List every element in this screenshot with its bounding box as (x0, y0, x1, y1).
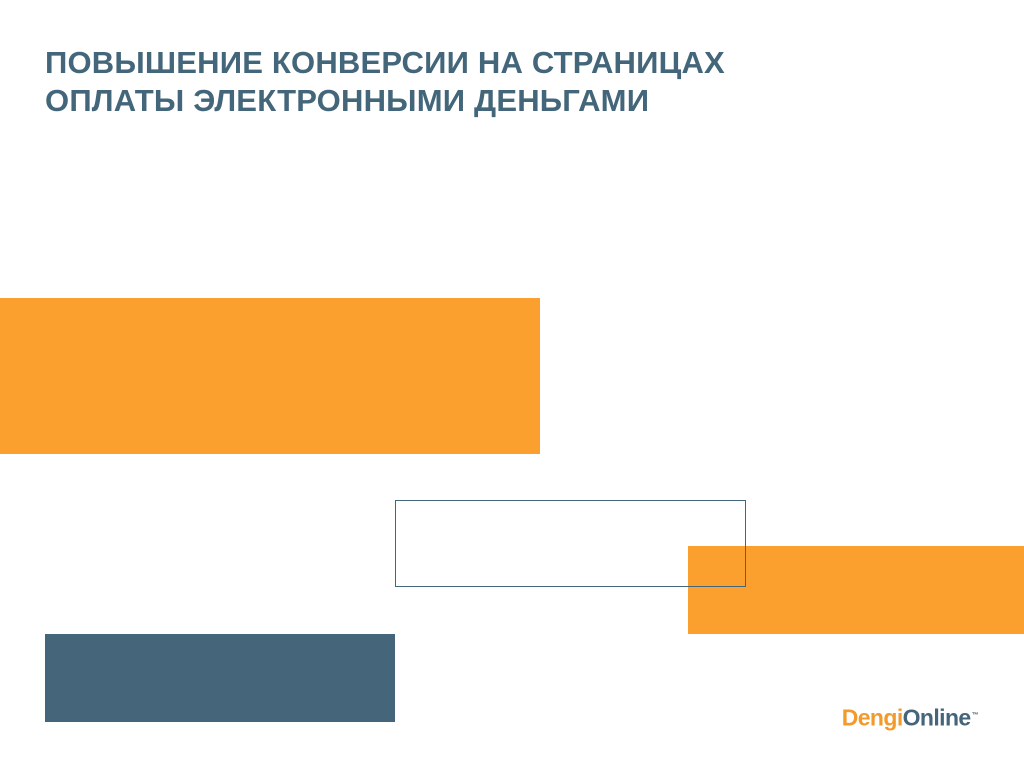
outlined-decorative-frame (395, 500, 746, 587)
orange-decorative-block-small (688, 546, 1024, 634)
slate-decorative-block (45, 634, 395, 722)
dengionline-logo: DengiOnline™ (841, 703, 979, 731)
logo-trademark: ™ (971, 712, 979, 719)
orange-decorative-block-large (0, 298, 540, 454)
title-line-1: ПОВЫШЕНИЕ КОНВЕРСИИ НА СТРАНИЦАХ (45, 45, 725, 80)
slide-title: ПОВЫШЕНИЕ КОНВЕРСИИ НА СТРАНИЦАХ ОПЛАТЫ … (45, 44, 945, 120)
title-line-2: ОПЛАТЫ ЭЛЕКТРОННЫМИ ДЕНЬГАМИ (45, 83, 650, 118)
logo-text-dengi: Dengi (841, 704, 903, 731)
logo-text-online: Online (902, 704, 972, 731)
